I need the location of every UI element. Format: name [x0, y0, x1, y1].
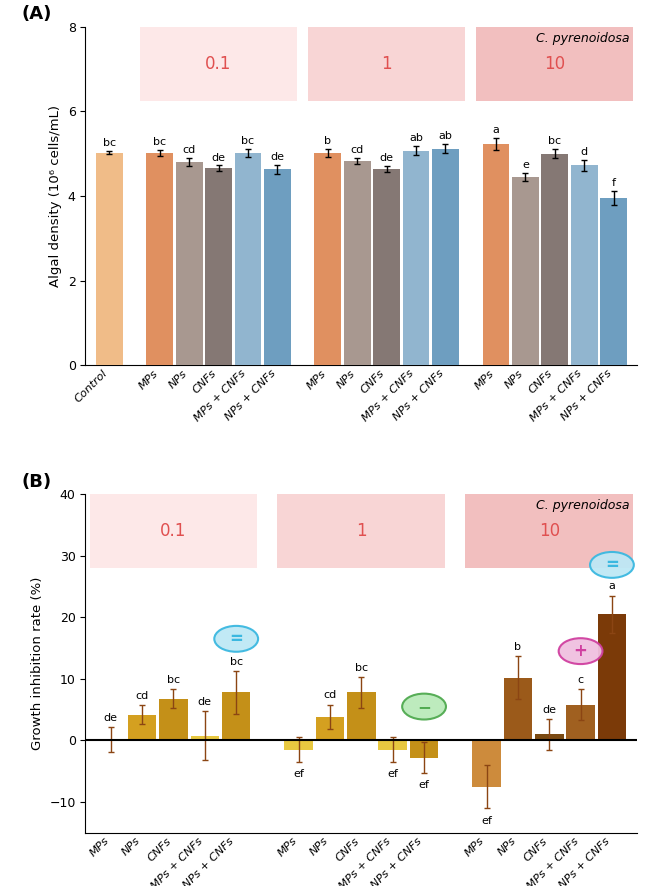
Text: de: de [104, 712, 118, 723]
Text: 10: 10 [544, 55, 565, 73]
Bar [316, 717, 344, 741]
Bar [598, 614, 626, 741]
Bar [347, 692, 376, 741]
Text: ab: ab [438, 131, 452, 142]
FancyBboxPatch shape [465, 494, 633, 568]
Bar [284, 741, 313, 750]
Text: ab: ab [409, 134, 423, 144]
Bar [600, 198, 627, 365]
Y-axis label: Algal density (10⁶ cells/mL): Algal density (10⁶ cells/mL) [49, 105, 62, 287]
Bar [205, 168, 232, 365]
Text: c: c [578, 675, 583, 685]
Text: b: b [325, 136, 331, 146]
Bar [472, 741, 501, 787]
Bar [191, 735, 219, 741]
FancyBboxPatch shape [140, 27, 297, 101]
Text: bc: bc [241, 136, 254, 145]
Bar [315, 152, 341, 365]
Bar [159, 698, 188, 741]
Text: 0.1: 0.1 [160, 522, 187, 540]
Text: =: = [229, 630, 243, 648]
Text: d: d [581, 146, 588, 157]
Text: ef: ef [481, 816, 492, 826]
Text: b: b [514, 641, 522, 652]
Bar [222, 692, 250, 741]
Bar [344, 161, 371, 365]
Text: bc: bc [153, 136, 166, 147]
Text: cd: cd [135, 691, 148, 701]
Ellipse shape [590, 552, 634, 578]
Text: de: de [212, 152, 225, 162]
Bar [403, 151, 430, 365]
FancyBboxPatch shape [89, 494, 258, 568]
Bar [432, 149, 459, 365]
Bar [264, 169, 290, 365]
Text: de: de [270, 152, 284, 162]
Ellipse shape [214, 626, 258, 652]
Bar [503, 678, 532, 741]
Text: de: de [198, 696, 212, 706]
Text: cd: cd [183, 145, 196, 155]
Text: bc: bc [548, 136, 561, 146]
Bar [541, 153, 568, 365]
Text: 1: 1 [381, 55, 392, 73]
Bar [97, 739, 125, 741]
Text: C. pyrenoidosa: C. pyrenoidosa [535, 32, 629, 44]
Bar [483, 144, 509, 365]
Text: bc: bc [102, 138, 116, 148]
Text: −: − [417, 697, 431, 716]
Text: (A): (A) [22, 5, 53, 23]
FancyBboxPatch shape [476, 27, 633, 101]
Text: ef: ef [293, 769, 304, 780]
Ellipse shape [558, 638, 602, 664]
Text: ef: ef [387, 769, 398, 780]
Bar [566, 704, 595, 741]
Bar [373, 169, 400, 365]
Text: e: e [522, 159, 529, 170]
Bar [235, 152, 261, 365]
Text: bc: bc [167, 675, 180, 685]
Bar [128, 715, 156, 741]
Text: cd: cd [351, 145, 364, 155]
Text: a: a [493, 126, 499, 136]
Text: bc: bc [230, 657, 243, 666]
Y-axis label: Growth inhibition rate (%): Growth inhibition rate (%) [31, 577, 44, 750]
Bar [175, 162, 202, 365]
Text: cd: cd [323, 690, 336, 701]
FancyBboxPatch shape [277, 494, 445, 568]
Bar [512, 177, 539, 365]
Text: f: f [612, 178, 616, 189]
Text: (B): (B) [22, 473, 52, 491]
Bar [410, 741, 438, 758]
Text: +: + [574, 642, 587, 660]
Text: a: a [608, 581, 616, 591]
Bar [378, 741, 407, 750]
Bar [535, 734, 564, 741]
Bar [96, 152, 123, 365]
Text: de: de [542, 704, 556, 715]
FancyBboxPatch shape [308, 27, 465, 101]
Text: 10: 10 [539, 522, 560, 540]
Bar [571, 165, 597, 365]
Text: C. pyrenoidosa: C. pyrenoidosa [535, 499, 629, 512]
Text: bc: bc [355, 663, 368, 672]
Bar [147, 152, 173, 365]
Text: ef: ef [419, 781, 430, 790]
Text: de: de [380, 153, 394, 163]
Ellipse shape [402, 694, 446, 719]
Text: 1: 1 [356, 522, 367, 540]
Text: 0.1: 0.1 [206, 55, 232, 73]
Text: =: = [605, 556, 619, 574]
